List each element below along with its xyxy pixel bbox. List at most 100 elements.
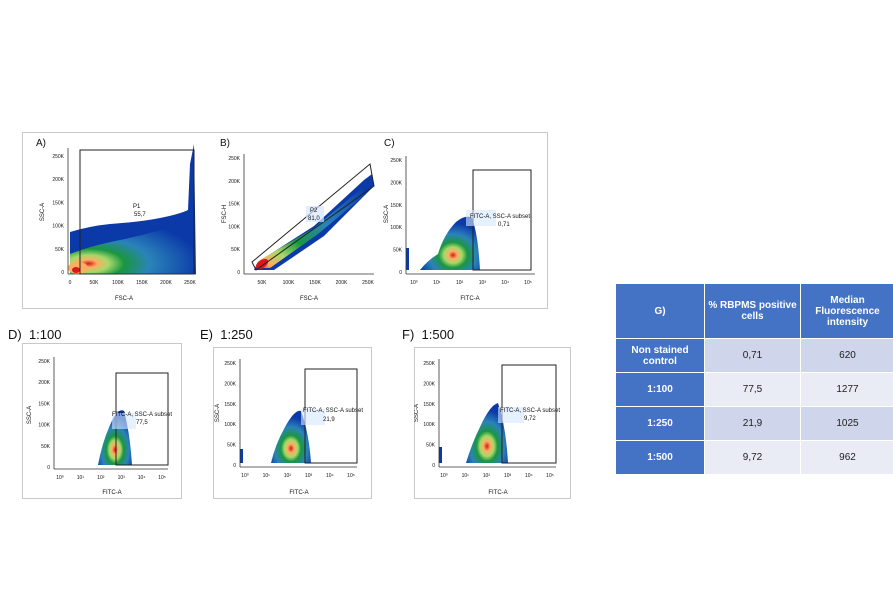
y-tick-label: 50K [227, 443, 237, 449]
y-tick-label: 50K [41, 444, 51, 450]
panel-b-gate [251, 163, 375, 271]
y-tick-label: 0 [237, 270, 240, 276]
x-tick-label: 10⁴ [525, 473, 533, 479]
panel-e-ylabel: SSC-A [215, 404, 221, 422]
panel-d-letter: D) [8, 327, 22, 342]
y-tick-label: 200K [38, 380, 50, 386]
panel-f-plot: FITC-A, SSC-A subset 9,72 0 50K 100K 150K 20… [414, 359, 560, 496]
table-header-row: G) % RBPMS positive cells Median Fluores… [615, 283, 893, 339]
x-tick-label: 10⁵ [546, 473, 554, 479]
y-tick-label: 100K [228, 224, 240, 230]
x-tick-label: 10² [97, 475, 105, 481]
y-tick-label: 100K [423, 422, 435, 428]
y-tick-label: 200K [228, 179, 240, 185]
panel-b-density [254, 174, 374, 270]
y-tick-label: 50K [426, 443, 436, 449]
panel-f-letter: F) [402, 327, 415, 342]
panel-a-gate-name: P1 [133, 204, 141, 210]
panel-c: C) FITC-A, SSC-A subset 0,71 0 50K 100K 150… [380, 134, 545, 304]
table-row-label: Non stained control [615, 338, 705, 373]
y-tick-label: 100K [38, 423, 50, 429]
table-row-label: 1:500 [615, 440, 705, 475]
x-tick-label: 10¹ [77, 475, 85, 481]
panel-e: FITC-A, SSC-A subset 21,9 0 50K 100K 150K 20… [213, 347, 370, 497]
panel-b-ylabel: FSC-H [222, 205, 228, 223]
x-tick-label: 100K [283, 280, 295, 286]
x-tick-label: 200K [336, 280, 348, 286]
x-tick-label: 10⁰ [241, 473, 249, 479]
y-tick-label: 150K [390, 203, 402, 209]
panel-e-letter: E) [200, 327, 213, 342]
panel-d-gate-value: 77,5 [136, 420, 148, 426]
panel-c-gate-value: 0,71 [498, 222, 510, 228]
table-row: Non stained control 0,71 620 [615, 338, 893, 373]
y-tick-label: 100K [390, 225, 402, 231]
x-tick-label: 200K [160, 280, 172, 286]
panel-b-gate-value: 81,0 [308, 216, 320, 222]
y-tick-label: 200K [52, 177, 64, 183]
panel-e-density [240, 410, 311, 463]
y-tick-label: 50K [393, 248, 403, 254]
panel-c-plot: FITC-A, SSC-A subset 0,71 0 50K 100K 150K 20… [384, 156, 535, 302]
x-tick-label: 100K [112, 280, 124, 286]
table-row: 1:100 77,5 1277 [615, 372, 893, 407]
panel-c-density [406, 216, 480, 270]
panel-b-plot: P2 81,0 0 50K 100K 150K 200K 250K 50K 100K 150K… [222, 154, 375, 302]
panel-f-ylabel: SSC-A [414, 404, 420, 422]
y-tick-label: 0 [47, 465, 50, 471]
y-tick-label: 150K [38, 401, 50, 407]
panel-b: B) P2 81,0 0 50K 100K 150K 200K 250K 50K 100K 1… [214, 134, 379, 304]
table-row-label: 1:250 [615, 406, 705, 441]
x-tick-label: 10² [456, 280, 464, 286]
table-header-cell: % RBPMS positive cells [704, 283, 801, 339]
panel-a: A) P1 55,7 0 50K 100K 150K 200K 250K 0 50K 100K… [30, 134, 200, 304]
panel-d-gate-name: FITC-A, SSC-A subset [112, 412, 172, 418]
table-row: 1:250 21,9 1025 [615, 406, 893, 441]
panel-d-ylabel: SSC-A [27, 406, 33, 424]
y-tick-label: 0 [432, 463, 435, 469]
panel-d-heading: D) 1:100 [8, 327, 62, 342]
x-tick-label: 10⁵ [524, 280, 532, 286]
panel-e-gate-name: FITC-A, SSC-A subset [303, 408, 363, 414]
y-tick-label: 150K [52, 200, 64, 206]
y-tick-label: 250K [423, 361, 435, 367]
results-table: G) % RBPMS positive cells Median Fluores… [615, 283, 893, 475]
panel-a-ylabel: SSC-A [40, 203, 46, 221]
table-cell: 620 [800, 338, 893, 373]
panel-f: FITC-A, SSC-A subset 9,72 0 50K 100K 150K 20… [414, 347, 569, 497]
y-tick-label: 200K [423, 381, 435, 387]
panel-e-xlabel: FITC-A [289, 490, 308, 496]
y-tick-label: 50K [231, 247, 241, 253]
x-tick-label: 10³ [118, 475, 126, 481]
x-tick-label: 10³ [504, 473, 512, 479]
table-cell: 1025 [800, 406, 893, 441]
table-cell: 77,5 [704, 372, 801, 407]
panel-e-title: 1:250 [220, 327, 253, 342]
y-tick-label: 200K [390, 180, 402, 186]
x-tick-label: 250K [362, 280, 374, 286]
y-tick-label: 200K [224, 381, 236, 387]
panel-d-frame [22, 343, 182, 499]
x-tick-label: 10⁴ [138, 475, 146, 481]
y-tick-label: 100K [224, 422, 236, 428]
table-cell: 0,71 [704, 338, 801, 373]
x-tick-label: 10⁴ [326, 473, 334, 479]
x-tick-label: 10¹ [263, 473, 271, 479]
y-tick-label: 150K [224, 402, 236, 408]
x-tick-label: 10⁰ [410, 280, 418, 286]
table-cell: 1277 [800, 372, 893, 407]
panel-c-xlabel: FITC-A [460, 296, 479, 302]
panel-d-xlabel: FITC-A [102, 490, 121, 496]
table-cell: 9,72 [704, 440, 801, 475]
y-tick-label: 0 [233, 463, 236, 469]
panel-f-gate-name: FITC-A, SSC-A subset [500, 408, 560, 414]
x-tick-label: 10⁰ [56, 475, 64, 481]
y-tick-label: 250K [390, 158, 402, 164]
panel-c-letter: C) [384, 138, 395, 149]
panel-b-gate-name: P2 [310, 208, 318, 214]
table-cell: 21,9 [704, 406, 801, 441]
panel-d: FITC-A, SSC-A subset 77,5 0 50K 100K 150K 20… [22, 343, 180, 497]
x-tick-label: 10² [483, 473, 491, 479]
y-tick-label: 150K [228, 202, 240, 208]
table-cell: 962 [800, 440, 893, 475]
